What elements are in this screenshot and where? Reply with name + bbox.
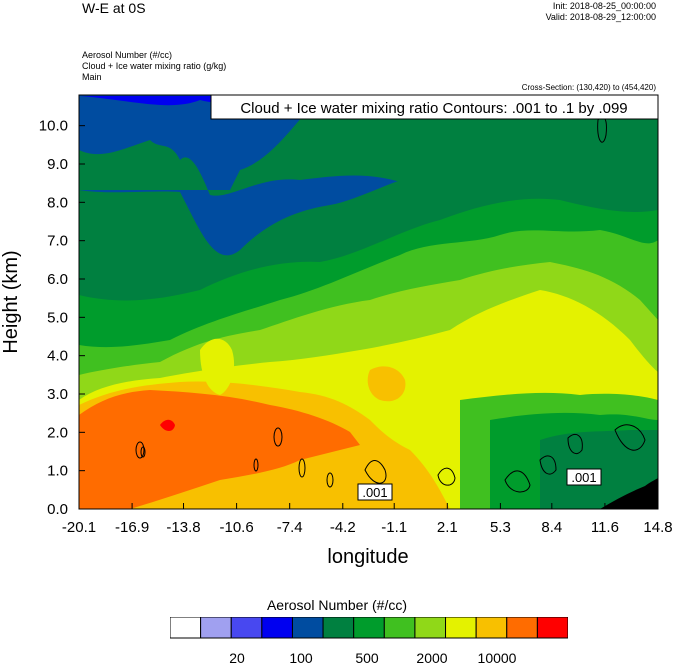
y-tick-label: 2.0 (47, 424, 68, 441)
valid-time: Valid: 2018-08-29_12:00:00 (545, 12, 656, 22)
x-tick-label: 11.6 (591, 519, 619, 536)
region-red-spot (160, 419, 175, 432)
y-tick-label: 5.0 (47, 309, 68, 326)
region-plume (200, 338, 235, 395)
colorbar-swatch (230, 617, 263, 639)
y-tick-label: 3.0 (47, 386, 68, 403)
colorbar-swatch (475, 617, 508, 639)
y-tick-label: 9.0 (47, 156, 68, 173)
contour (539, 455, 557, 475)
y-tick-label: 10.0 (39, 118, 68, 135)
contour (504, 470, 531, 493)
colorbar-label: 10000 (477, 650, 517, 666)
colorbar-swatch (322, 617, 355, 639)
contour (326, 472, 334, 488)
contour (298, 458, 306, 478)
contour-label-box (566, 468, 602, 486)
x-tick-label: 5.3 (490, 519, 511, 536)
x-tick-label: -16.9 (115, 519, 149, 536)
colorbar-swatch (536, 617, 568, 639)
contour-info-title: Cloud + Ice water mixing ratio Contours:… (240, 100, 627, 117)
y-tick-label: 0.0 (47, 501, 68, 518)
field-label-cloud-ice: Cloud + Ice water mixing ratio (g/kg) (82, 61, 227, 71)
contour-label: .001 (571, 470, 596, 485)
y-tick-label: 4.0 (47, 348, 68, 365)
contour (135, 441, 145, 459)
colorbar-swatch (445, 617, 477, 639)
colorbar-label: 20 (229, 650, 245, 666)
main-title: W-E at 0S (82, 0, 146, 16)
x-tick-label: 14.8 (643, 519, 672, 536)
colorbar-label: 2000 (416, 650, 448, 666)
colorbar-title: Aerosol Number (#/cc) (266, 597, 408, 613)
colorbar-label: 100 (289, 650, 313, 666)
colorbar-swatch (261, 617, 293, 639)
x-tick-label: -13.8 (166, 519, 200, 536)
y-axis-ticks: 0.0 1.0 2.0 3.0 4.0 5.0 6.0 7.0 8.0 9.0 10.0 (39, 118, 85, 518)
y-tick-label: 1.0 (47, 463, 68, 480)
x-tick-label: -10.6 (220, 519, 254, 536)
contour-label: .001 (362, 485, 387, 500)
x-tick-label: -1.1 (381, 519, 407, 536)
contour (364, 460, 387, 484)
colorbar-swatch (291, 617, 324, 639)
plot-field (79, 95, 658, 509)
contour (253, 458, 259, 472)
colorbar-swatch (353, 617, 385, 639)
y-axis-label: Height (km) (0, 250, 22, 353)
colorbar-label: 500 (355, 650, 379, 666)
contour (614, 424, 646, 451)
contour (273, 427, 283, 447)
colorbar-swatch (383, 617, 416, 639)
cloud-contours (135, 116, 646, 493)
colorbar-swatch (414, 617, 447, 639)
y-tick-label: 6.0 (47, 271, 68, 288)
colorbar-swatch (170, 617, 202, 639)
cross-section-label: Cross-Section: (130,420) to (454,420) (521, 83, 656, 92)
x-tick-label: -4.2 (330, 519, 356, 536)
x-tick-label: -20.1 (62, 519, 96, 536)
contour (437, 467, 456, 486)
terrain (600, 478, 658, 509)
x-axis-label: longitude (327, 546, 408, 568)
init-time: Init: 2018-08-25_00:00:00 (552, 1, 656, 11)
colorbar (170, 617, 568, 639)
y-tick-label: 7.0 (47, 233, 68, 250)
x-tick-label: -7.4 (277, 519, 303, 536)
y-tick-label: 8.0 (47, 194, 68, 211)
x-axis-ticks: -20.1 -16.9 -13.8 -10.6 -7.4 -4.2 -1.1 2.1 5.3 8.… (62, 503, 673, 536)
field-label-main: Main (82, 72, 102, 82)
colorbar-swatch (506, 617, 538, 639)
contour (140, 446, 146, 458)
colorbar-swatch (200, 617, 232, 639)
region-orange-blob (367, 366, 406, 402)
x-tick-label: 2.1 (437, 519, 458, 536)
contour-info-box (210, 94, 659, 120)
contour-label-box (357, 483, 393, 501)
contour (567, 434, 583, 454)
field-label-aerosol: Aerosol Number (#/cc) (82, 50, 173, 60)
x-tick-label: 8.4 (541, 519, 562, 536)
region-red-orange (79, 390, 360, 509)
